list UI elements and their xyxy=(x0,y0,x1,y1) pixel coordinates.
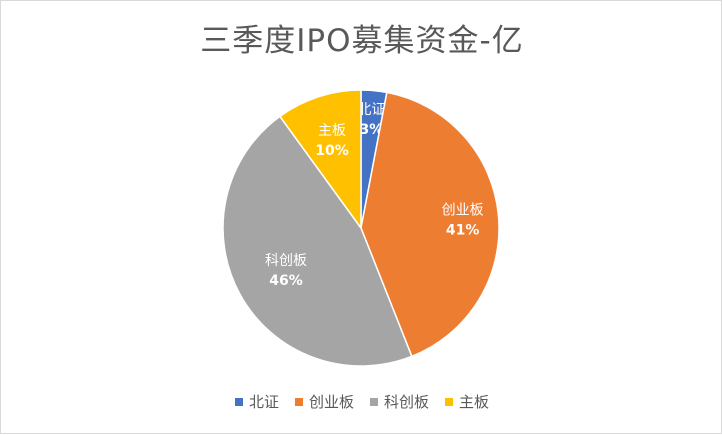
legend-swatch xyxy=(234,397,243,406)
legend-label: 北证 xyxy=(248,393,279,411)
legend-item: 北证 xyxy=(234,391,279,412)
slice-percent-label: 10% xyxy=(315,143,349,159)
legend-item: 科创板 xyxy=(370,391,429,412)
legend-swatch xyxy=(294,397,303,406)
pie-slice-3 xyxy=(278,89,362,231)
chart-legend: 北证 创业板 科创板 主板 xyxy=(1,391,722,412)
slice-percent-label: 41% xyxy=(446,222,480,238)
slice-name-label: 北证 xyxy=(357,102,385,118)
slice-name-label: 主板 xyxy=(318,123,346,139)
slice-name-label: 科创板 xyxy=(265,253,307,269)
slice-name-label: 创业板 xyxy=(442,202,484,218)
legend-swatch xyxy=(445,397,454,406)
legend-swatch xyxy=(370,397,378,406)
slice-percent-label: 46% xyxy=(269,273,303,289)
slice-percent-label: 3% xyxy=(359,122,383,138)
pie-slice-2 xyxy=(222,115,413,367)
legend-item: 主板 xyxy=(445,391,489,412)
legend-label: 创业板 xyxy=(308,393,354,411)
legend-label: 科创板 xyxy=(384,393,430,411)
legend-item: 创业板 xyxy=(294,391,354,412)
legend-label: 主板 xyxy=(459,393,490,411)
pie-slice-1 xyxy=(360,91,500,358)
chart-title: 三季度IPO募集资金-亿 xyxy=(200,23,524,59)
